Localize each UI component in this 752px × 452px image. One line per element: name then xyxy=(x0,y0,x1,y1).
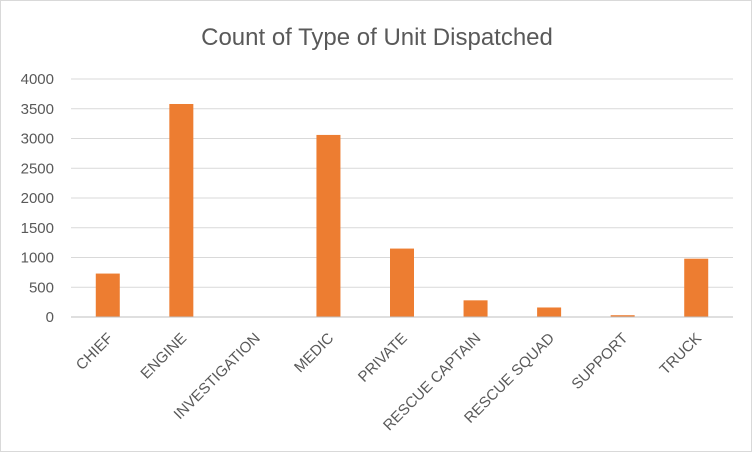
x-tick-label: ENGINE xyxy=(137,330,190,383)
bar-rescue-squad xyxy=(537,307,562,317)
x-tick-label: CHIEF xyxy=(73,330,117,374)
y-tick-label: 4000 xyxy=(21,71,54,88)
y-axis-tick-labels: 0 500 1000 1500 2000 2500 3000 3500 4000 xyxy=(21,71,54,326)
y-tick-label: 2000 xyxy=(21,190,54,207)
x-tick-label: SUPPORT xyxy=(568,330,631,393)
bar-engine xyxy=(169,103,194,318)
x-tick-label: MEDIC xyxy=(291,330,337,376)
bar-private xyxy=(390,248,414,317)
bar-medic xyxy=(316,134,341,317)
y-tick-label: 1500 xyxy=(21,220,54,237)
chart-title: Count of Type of Unit Dispatched xyxy=(201,24,553,51)
y-tick-label: 3500 xyxy=(21,101,54,118)
x-tick-label: PRIVATE xyxy=(355,330,411,386)
bars xyxy=(95,103,709,318)
bar-support xyxy=(610,315,635,317)
y-tick-label: 0 xyxy=(46,309,54,326)
bar-chief xyxy=(95,273,120,317)
bar-rescue-captain xyxy=(463,300,488,317)
y-tick-label: 1000 xyxy=(21,250,54,267)
y-tick-label: 3000 xyxy=(21,131,54,148)
y-tick-label: 500 xyxy=(29,279,54,296)
y-tick-label: 2500 xyxy=(21,160,54,177)
x-tick-label: TRUCK xyxy=(656,330,705,379)
bar-truck xyxy=(684,258,709,317)
